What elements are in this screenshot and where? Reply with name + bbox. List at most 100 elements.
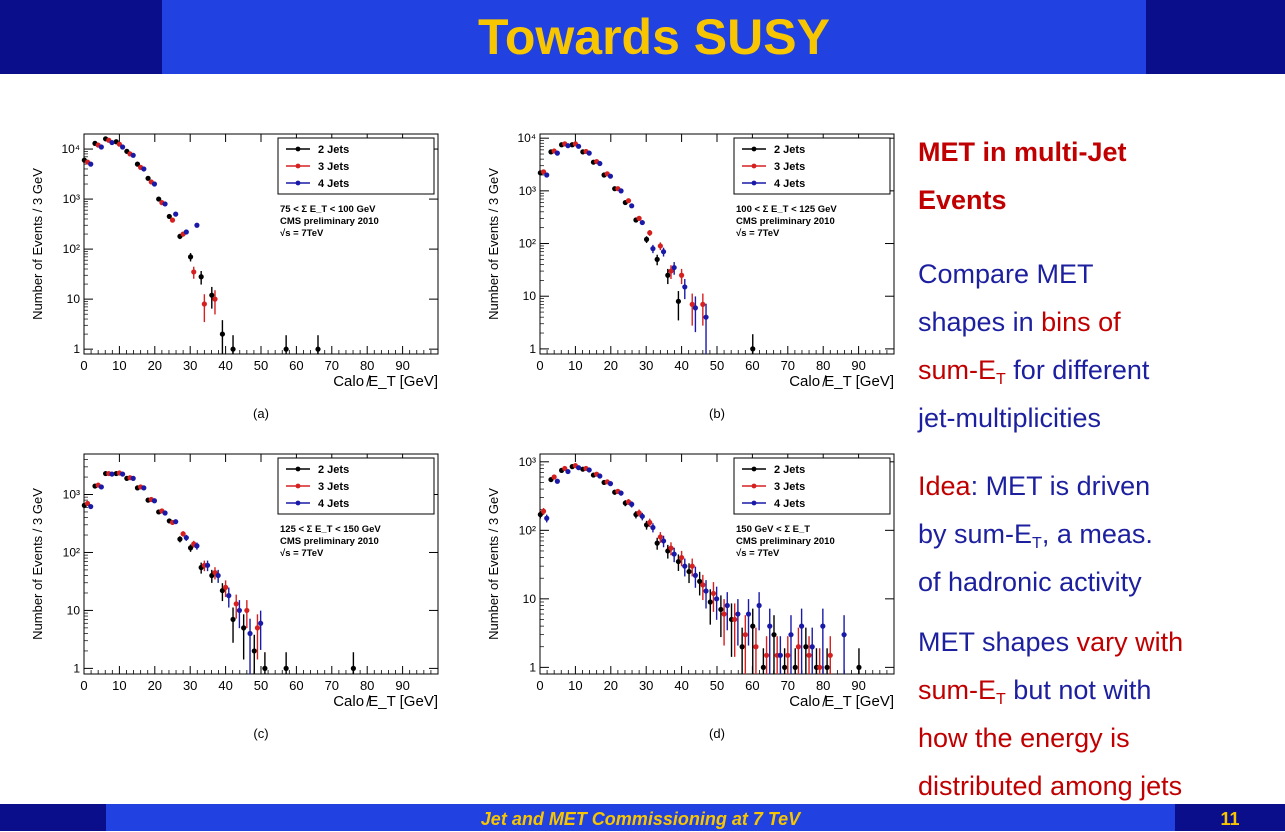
data-point — [629, 203, 635, 209]
data-point — [679, 272, 685, 278]
data-point — [724, 602, 730, 609]
data-point — [689, 563, 695, 569]
p1-text-d: sum-E — [918, 355, 997, 385]
x-tick-label: 60 — [745, 358, 759, 373]
data-point — [806, 652, 812, 658]
data-point — [315, 346, 321, 352]
x-tick-label: 70 — [781, 358, 795, 373]
data-point — [212, 296, 218, 302]
x-tick-label: 30 — [183, 358, 197, 373]
legend-marker — [295, 466, 301, 472]
data-point — [173, 211, 179, 217]
met-chart-c: 0 10 20 30 40 50 60 70 80 90 1 10 10² 10³ Calo ̸E_T [G… — [30, 453, 439, 741]
data-point — [607, 481, 614, 487]
data-point — [792, 664, 798, 670]
header-band — [162, 0, 1146, 74]
data-point — [671, 551, 677, 557]
data-point — [660, 249, 667, 255]
annotation-text: CMS preliminary 2010 — [736, 536, 835, 547]
data-point — [134, 161, 141, 167]
data-point — [767, 623, 773, 629]
data-point — [187, 254, 194, 260]
data-point — [204, 562, 211, 568]
x-tick-label: 90 — [395, 358, 409, 373]
y-tick-label: 1 — [529, 342, 536, 356]
data-point — [88, 503, 94, 510]
p2-text-c: by sum-E — [918, 519, 1033, 549]
data-point — [817, 664, 823, 670]
footer-left-band — [0, 804, 106, 831]
p1-text-a: Compare MET — [918, 259, 1094, 289]
slide-title: Towards SUSY — [478, 9, 830, 65]
p1-text-f: for different — [1005, 355, 1150, 385]
x-tick-label: 90 — [851, 678, 865, 693]
y-tick-label: 10³ — [519, 184, 536, 198]
data-point — [654, 256, 660, 262]
panel-label: (d) — [709, 726, 725, 741]
x-axis-label: Calo ̸E_T [GeV] — [789, 373, 894, 390]
data-point — [283, 346, 289, 352]
annotation-text: CMS preliminary 2010 — [280, 536, 379, 547]
y-tick-label: 10 — [523, 592, 537, 606]
x-tick-label: 40 — [674, 358, 688, 373]
y-tick-label: 10 — [523, 289, 537, 303]
data-point — [173, 519, 179, 525]
data-point — [183, 229, 189, 235]
data-point — [657, 534, 663, 540]
legend-marker — [751, 483, 757, 489]
legend-label: 3 Jets — [774, 481, 805, 493]
annotation-text: 150 GeV < Σ E_T — [736, 524, 810, 535]
plot-panel-b: 0 10 20 30 40 50 60 70 80 90 1 10 10² 10³ 10⁴ Calo ̸E_T… — [484, 128, 904, 433]
x-tick-label: 30 — [183, 678, 197, 693]
data-point — [183, 535, 189, 541]
data-point — [169, 217, 176, 223]
data-point — [130, 152, 136, 158]
data-point — [597, 473, 603, 479]
annotation-text: CMS preliminary 2010 — [280, 216, 379, 227]
y-tick-label: 10³ — [63, 192, 80, 206]
paragraph-compare: Compare MET shapes in bins of sum-ET for… — [918, 250, 1258, 442]
legend-label: 2 Jets — [774, 144, 805, 156]
y-tick-label: 10³ — [63, 488, 80, 502]
data-point — [233, 601, 239, 607]
data-point — [841, 632, 847, 638]
data-point — [230, 616, 236, 623]
x-tick-label: 70 — [781, 678, 795, 693]
data-point — [151, 181, 158, 187]
annotation-text: √s = 7TeV — [280, 548, 324, 559]
header-left-band — [0, 0, 162, 74]
data-point — [692, 572, 699, 578]
data-point — [540, 169, 547, 175]
y-axis-label: Number of Events / 3 GeV — [486, 488, 501, 640]
x-tick-label: 90 — [395, 678, 409, 693]
data-point — [540, 508, 547, 514]
data-point — [283, 665, 289, 671]
x-tick-label: 10 — [112, 678, 126, 693]
data-point — [750, 623, 756, 629]
data-point — [675, 298, 682, 304]
legend-marker — [751, 500, 757, 506]
data-point — [151, 498, 158, 504]
data-point — [692, 305, 699, 311]
data-point — [682, 563, 688, 569]
data-point — [187, 545, 194, 551]
data-point — [760, 664, 766, 670]
y-axis-label: Number of Events / 3 GeV — [30, 488, 45, 640]
annotation-text: 75 < Σ E_T < 100 GeV — [280, 204, 376, 215]
x-tick-label: 50 — [710, 678, 724, 693]
p1-text-b: shapes in — [918, 307, 1042, 337]
x-tick-label: 80 — [360, 678, 374, 693]
panel-label: (b) — [709, 406, 725, 421]
data-point — [668, 268, 674, 274]
annotation-text: 125 < Σ E_T < 150 GeV — [280, 524, 381, 535]
legend-label: 2 Jets — [318, 144, 349, 156]
x-tick-label: 70 — [325, 678, 339, 693]
footer-title: Jet and MET Commissioning at 7 TeV — [480, 809, 801, 829]
data-point — [707, 599, 713, 605]
data-point — [795, 644, 802, 650]
data-point — [827, 652, 833, 658]
data-point — [750, 346, 756, 352]
data-point — [643, 236, 650, 242]
data-point — [586, 467, 592, 473]
p2-text-b: : MET is driven — [970, 471, 1151, 501]
